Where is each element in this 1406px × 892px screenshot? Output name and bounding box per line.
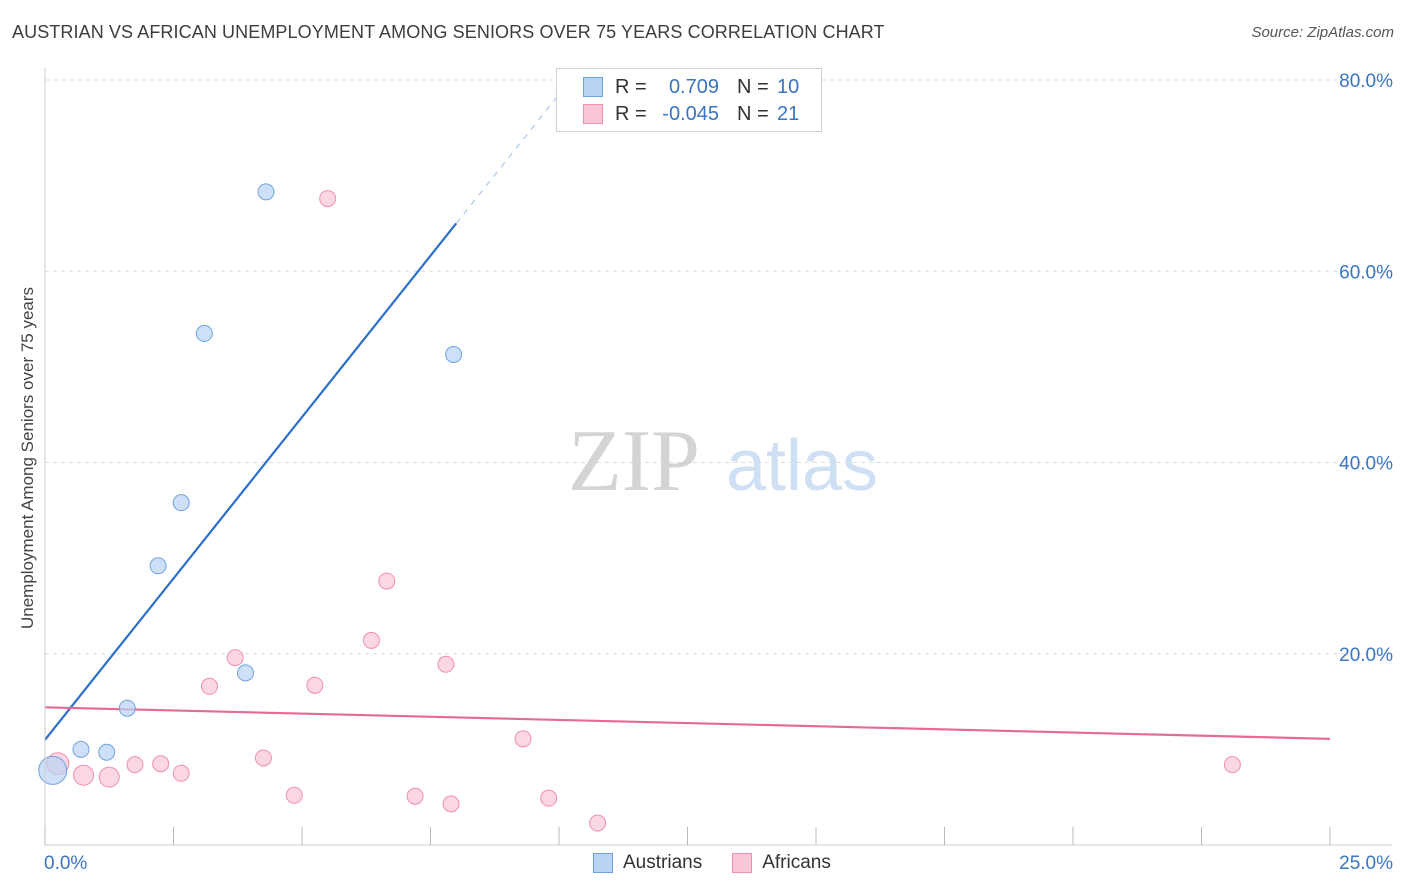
legend-r-value: -0.045 — [662, 102, 719, 125]
legend-swatch-austrians — [583, 77, 603, 97]
series-legend: Austrians Africans — [593, 852, 861, 874]
data-point-austrians[interactable] — [118, 699, 136, 717]
y-tick-label: 60.0% — [1339, 262, 1393, 283]
legend-n-label: N = — [737, 75, 769, 98]
correlation-legend: R = 0.709 N = 10 R = -0.045 N = 21 — [556, 68, 822, 132]
data-point-austrians[interactable] — [98, 743, 116, 761]
legend-row-austrians: R = 0.709 N = 10 — [583, 74, 799, 100]
legend-n-label: N = — [737, 102, 769, 125]
series-label-africans: Africans — [762, 852, 831, 873]
x-tick-label: 0.0% — [44, 853, 87, 874]
legend-r-label: R = — [615, 75, 647, 98]
data-point-africans[interactable] — [306, 676, 324, 694]
data-point-austrians[interactable] — [38, 755, 68, 785]
data-point-africans[interactable] — [540, 789, 558, 807]
data-point-africans[interactable] — [442, 795, 460, 813]
data-point-africans[interactable] — [514, 730, 532, 748]
data-point-africans[interactable] — [172, 764, 190, 782]
legend-r-label: R = — [615, 102, 647, 125]
y-axis-label: Unemployment Among Seniors over 75 years — [18, 286, 37, 630]
series-swatch-africans — [732, 853, 753, 873]
data-point-africans[interactable] — [437, 655, 455, 673]
data-point-africans[interactable] — [200, 677, 218, 695]
legend-row-africans: R = -0.045 N = 21 — [583, 101, 799, 127]
data-point-austrians[interactable] — [236, 664, 254, 682]
data-point-africans[interactable] — [226, 649, 244, 667]
chart-title: AUSTRIAN VS AFRICAN UNEMPLOYMENT AMONG S… — [12, 22, 885, 42]
trend-extension-austrians — [455, 93, 560, 224]
data-point-austrians[interactable] — [172, 494, 190, 512]
series-legend-africans[interactable]: Africans — [732, 852, 831, 874]
watermark-atlas: atlas — [726, 426, 878, 506]
trend-line-austrians — [44, 222, 458, 741]
data-point-africans[interactable] — [285, 786, 303, 804]
series-legend-austrians[interactable]: Austrians — [593, 852, 702, 874]
data-point-austrians[interactable] — [257, 183, 275, 201]
data-point-africans[interactable] — [362, 631, 380, 649]
data-point-africans[interactable] — [319, 190, 337, 208]
data-point-africans[interactable] — [152, 755, 170, 773]
watermark-zip: ZIP — [568, 413, 700, 510]
data-point-africans[interactable] — [1223, 756, 1241, 774]
legend-n-value: 10 — [777, 75, 800, 98]
legend-r-value: 0.709 — [668, 75, 719, 98]
trend-line-africans — [44, 706, 1331, 740]
data-point-africans[interactable] — [98, 766, 120, 788]
series-label-austrians: Austrians — [623, 852, 703, 873]
data-point-austrians[interactable] — [445, 345, 463, 363]
legend-swatch-africans — [583, 104, 603, 124]
data-point-africans[interactable] — [378, 572, 396, 590]
y-tick-label: 80.0% — [1339, 71, 1393, 92]
series-swatch-austrians — [593, 853, 613, 873]
y-tick-label: 40.0% — [1339, 454, 1393, 475]
data-point-africans[interactable] — [73, 764, 95, 786]
data-point-austrians[interactable] — [195, 324, 213, 342]
data-point-africans[interactable] — [126, 756, 144, 774]
source-label: Source: ZipAtlas.com — [1251, 24, 1394, 41]
data-point-austrians[interactable] — [72, 740, 90, 758]
data-point-africans[interactable] — [589, 814, 607, 832]
x-tick-label: 25.0% — [1339, 853, 1393, 874]
data-point-africans[interactable] — [406, 787, 424, 805]
legend-n-value: 21 — [777, 102, 800, 125]
data-point-austrians[interactable] — [149, 557, 167, 575]
y-tick-label: 20.0% — [1339, 645, 1393, 666]
data-point-africans[interactable] — [254, 749, 272, 767]
